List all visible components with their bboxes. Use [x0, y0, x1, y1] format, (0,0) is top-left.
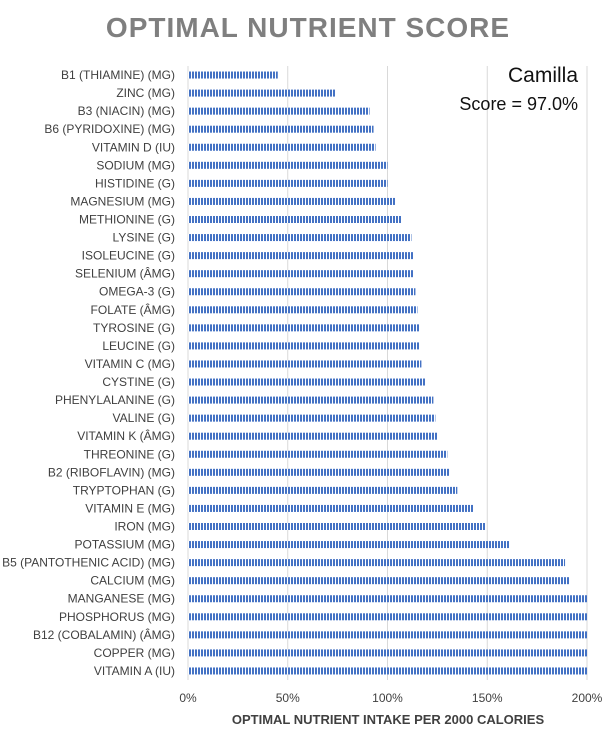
- bar: [188, 306, 418, 314]
- x-tick-label: 200%: [572, 691, 603, 705]
- bar: [188, 161, 388, 169]
- category-label: SODIUM (MG): [96, 158, 175, 172]
- category-label: SELENIUM (ÂMG): [75, 266, 175, 281]
- bar: [188, 559, 566, 567]
- category-label: COPPER (MG): [94, 646, 175, 660]
- bar: [188, 595, 587, 603]
- category-label: CALCIUM (MG): [90, 574, 175, 588]
- category-label: PHENYLALANINE (G): [55, 393, 175, 407]
- x-tick-label: 0%: [179, 691, 197, 705]
- bar: [188, 252, 414, 260]
- category-label: VITAMIN D (IU): [92, 140, 175, 154]
- category-label: HISTIDINE (G): [95, 176, 175, 190]
- category-label: IRON (MG): [114, 520, 175, 534]
- bar: [188, 342, 420, 350]
- category-label: ISOLEUCINE (G): [82, 249, 175, 263]
- category-label: THREONINE (G): [84, 447, 175, 461]
- category-labels: B1 (THIAMINE) (MG) ZINC (MG) B3 (NIACIN) (…: [2, 68, 175, 678]
- x-tick-label: 100%: [372, 691, 403, 705]
- chart-title: OPTIMAL NUTRIENT SCORE: [105, 12, 511, 43]
- category-label: B2 (RIBOFLAVIN) (MG): [48, 465, 175, 479]
- bar: [188, 288, 416, 296]
- category-label: CYSTINE (G): [102, 375, 175, 389]
- category-label: TRYPTOPHAN (G): [73, 483, 175, 497]
- x-tick-label: 150%: [472, 691, 503, 705]
- category-label: POTASSIUM (MG): [75, 538, 175, 552]
- bar: [188, 107, 370, 115]
- bar: [188, 486, 458, 494]
- bar: [188, 143, 376, 151]
- bar: [188, 179, 388, 187]
- bars: [188, 71, 587, 675]
- bar: [188, 197, 396, 205]
- bar: [188, 396, 434, 404]
- category-label: PHOSPHORUS (MG): [59, 610, 175, 624]
- bar: [188, 360, 422, 368]
- x-tick-label: 50%: [276, 691, 300, 705]
- category-label: B3 (NIACIN) (MG): [78, 104, 175, 118]
- category-label: LYSINE (G): [113, 231, 175, 245]
- category-label: VALINE (G): [113, 411, 175, 425]
- bar: [188, 649, 587, 657]
- bar: [188, 125, 374, 133]
- bar: [188, 667, 587, 675]
- bar: [188, 414, 436, 422]
- bar: [188, 631, 587, 639]
- category-label: VITAMIN E (MG): [85, 501, 175, 515]
- category-label: TYROSINE (G): [93, 321, 175, 335]
- bar: [188, 504, 474, 512]
- gridlines: [187, 66, 588, 680]
- x-axis-title: OPTIMAL NUTRIENT INTAKE PER 2000 CALORIE…: [231, 712, 545, 727]
- category-label: VITAMIN A (IU): [94, 664, 175, 678]
- category-label: B6 (PYRIDOXINE) (MG): [44, 122, 175, 136]
- annotation-score: Score = 97.0%: [459, 94, 578, 114]
- bar: [188, 324, 420, 332]
- bar: [188, 71, 278, 79]
- category-label: VITAMIN K (ÂMG): [77, 428, 175, 443]
- bar: [188, 541, 510, 549]
- category-label: ZINC (MG): [116, 86, 175, 100]
- category-label: OMEGA-3 (G): [99, 285, 175, 299]
- bar: [188, 89, 336, 97]
- bar: [188, 216, 402, 223]
- category-label: FOLATE (ÂMG): [91, 302, 175, 317]
- annotation-name: Camilla: [507, 64, 578, 87]
- category-label: MAGNESIUM (MG): [70, 194, 175, 208]
- bar: [188, 378, 426, 386]
- bar: [188, 468, 450, 476]
- category-label: LEUCINE (G): [102, 339, 175, 353]
- bar: [188, 577, 570, 585]
- bar: [188, 523, 486, 530]
- category-label: VITAMIN C (MG): [85, 357, 175, 371]
- bar: [188, 432, 438, 440]
- x-tick-labels: 0% 50% 100% 150% 200%: [179, 691, 602, 705]
- bar: [188, 450, 448, 458]
- bar: [188, 270, 414, 278]
- category-label: B12 (COBALAMIN) (ÂMG): [33, 627, 175, 642]
- category-label: B1 (THIAMINE) (MG): [61, 68, 175, 82]
- category-label: B5 (PANTOTHENIC ACID) (MG): [2, 556, 175, 570]
- bar: [188, 613, 587, 621]
- category-label: METHIONINE (G): [79, 213, 175, 227]
- bar: [188, 234, 412, 242]
- category-label: MANGANESE (MG): [68, 592, 175, 606]
